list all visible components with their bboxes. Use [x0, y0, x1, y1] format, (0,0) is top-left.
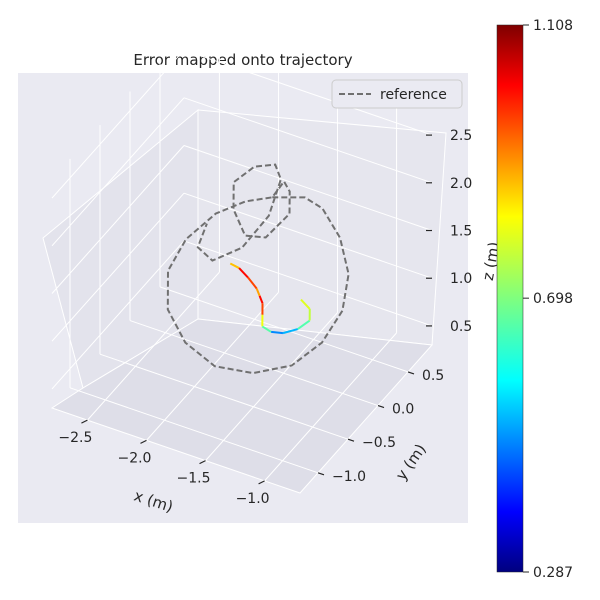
- error-trajectory-segment: [282, 328, 299, 335]
- y-grid-line: [69, 387, 319, 474]
- error-trajectory-segment: [247, 276, 258, 290]
- y-grid-line: [129, 320, 379, 407]
- colorbar-tick-label: 0.698: [533, 291, 573, 307]
- z-grid-line: [183, 49, 433, 136]
- y-grid-line: [159, 286, 409, 373]
- floor-pane: [50, 318, 434, 494]
- x-grid-line: [146, 292, 279, 441]
- x-grid-line: [87, 271, 220, 421]
- z-grid-line-left: [51, 145, 185, 294]
- colorbar-tick-label: 1.108: [533, 18, 573, 34]
- x-tick-label: −1.0: [236, 491, 270, 507]
- axis-ticks: −2.5 −2.0 −1.5 −1.0 0.5 0.0 −0.5 −1.0 0.5 1.0 1.5 2…: [58, 128, 472, 507]
- x-grid-line: [264, 332, 397, 482]
- x-tick-mark: [81, 419, 88, 424]
- legend: reference: [331, 79, 463, 109]
- z-tick-label: 1.5: [450, 224, 472, 240]
- colorbar-ticks: 0.287 0.698 1.108: [523, 18, 573, 581]
- colorbar-tick-label: 0.287: [533, 565, 573, 581]
- error-trajectory-segment: [258, 295, 264, 304]
- x-tick-label: −2.5: [58, 430, 92, 446]
- y-tick-label: 0.5: [422, 368, 444, 384]
- z-grid-line-left: [51, 97, 185, 247]
- error-trajectory-segment: [300, 298, 311, 310]
- error-trajectory-segment: [255, 288, 261, 297]
- z-tick-label: 2.0: [450, 176, 472, 192]
- z-grid-line: [183, 145, 433, 231]
- y-grid-line: [99, 353, 349, 440]
- x-tick-mark: [199, 460, 206, 465]
- y-tick-label: −0.5: [362, 435, 396, 451]
- z-tick-label: 2.5: [450, 128, 472, 144]
- error-trajectory-segment: [229, 262, 240, 269]
- legend-box: [331, 79, 463, 109]
- error-trajectory-segment: [297, 319, 311, 330]
- z-grid-line: [183, 192, 433, 279]
- z-tick-label: 0.5: [450, 319, 472, 335]
- y-tick-mark: [377, 404, 385, 409]
- z-grid-line: [183, 97, 433, 184]
- chart-title: Error mapped onto trajectory: [133, 51, 352, 69]
- y-tick-mark: [347, 438, 355, 442]
- x-tick-mark: [258, 480, 265, 485]
- error-trajectory-segment: [238, 267, 249, 279]
- z-tick-label: 1.0: [450, 271, 472, 287]
- x-tick-mark: [140, 439, 147, 444]
- x-tick-label: −1.5: [177, 471, 211, 487]
- y-tick-mark: [317, 472, 325, 476]
- z-grid-line-left: [51, 192, 185, 342]
- grid-lines: [51, 43, 433, 482]
- z-grid-line-left: [51, 240, 185, 390]
- series-layer: [166, 163, 350, 375]
- error-trajectory-segment: [261, 325, 272, 333]
- colorbar-gradient: [496, 24, 524, 573]
- x-tick-label: −2.0: [117, 450, 151, 466]
- series-line-reference: [166, 163, 350, 375]
- legend-label-reference: reference: [380, 87, 447, 103]
- error-trajectory-segment: [271, 330, 284, 335]
- z-grid-line-left: [51, 49, 185, 199]
- colorbar: 0.287 0.698 1.108: [496, 18, 573, 581]
- z-grid-line: [183, 240, 433, 327]
- y-tick-mark: [407, 371, 415, 375]
- y-tick-label: 0.0: [392, 402, 414, 418]
- x-grid-line: [205, 312, 338, 461]
- y-tick-label: −1.0: [332, 469, 366, 485]
